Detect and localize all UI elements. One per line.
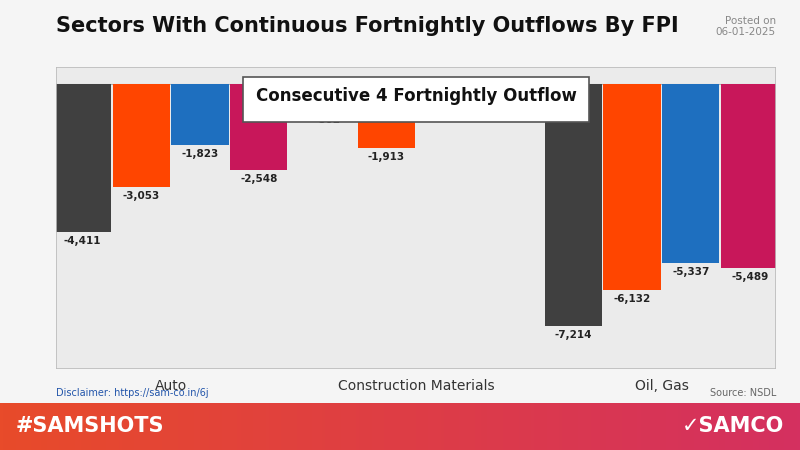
Text: Posted on
06-01-2025: Posted on 06-01-2025: [716, 16, 776, 37]
Text: #SAMSHOTS: #SAMSHOTS: [16, 416, 165, 436]
Text: -1,823: -1,823: [182, 149, 218, 159]
Bar: [299, 84, 356, 111]
Bar: [171, 84, 229, 145]
Bar: [662, 84, 719, 263]
Bar: [476, 84, 533, 91]
Legend: 15/Nov/2024, 30/Nov/2024, 15/Dec/2024, 31/Dec/2024: 15/Nov/2024, 30/Nov/2024, 15/Dec/2024, 3…: [185, 401, 647, 423]
Bar: [417, 84, 474, 90]
FancyBboxPatch shape: [243, 76, 589, 122]
Bar: [545, 84, 602, 326]
Text: -174: -174: [432, 94, 458, 104]
Bar: [722, 84, 778, 268]
Text: -5,489: -5,489: [731, 272, 769, 282]
Bar: [113, 84, 170, 187]
Bar: [358, 84, 415, 148]
Text: Disclaimer: https://sam-co.in/6j: Disclaimer: https://sam-co.in/6j: [56, 388, 209, 398]
Text: -196: -196: [491, 95, 518, 105]
Text: Sectors With Continuous Fortnightly Outflows By FPI: Sectors With Continuous Fortnightly Outf…: [56, 16, 678, 36]
Text: -6,132: -6,132: [614, 294, 650, 304]
Text: Source: NSDL: Source: NSDL: [710, 388, 776, 398]
Text: -5,337: -5,337: [672, 267, 710, 277]
Text: -4,411: -4,411: [63, 236, 101, 246]
Text: -802: -802: [314, 115, 341, 125]
Bar: [603, 84, 661, 290]
Bar: [54, 84, 110, 232]
Bar: [230, 84, 287, 170]
Text: -3,053: -3,053: [122, 190, 160, 201]
Text: -1,913: -1,913: [368, 153, 405, 162]
Text: -2,548: -2,548: [240, 174, 278, 184]
Text: Consecutive 4 Fortnightly Outflow: Consecutive 4 Fortnightly Outflow: [255, 87, 577, 105]
Text: ✓SAMCO: ✓SAMCO: [682, 416, 784, 436]
Text: -7,214: -7,214: [554, 330, 592, 340]
Bar: [56, 68, 776, 369]
